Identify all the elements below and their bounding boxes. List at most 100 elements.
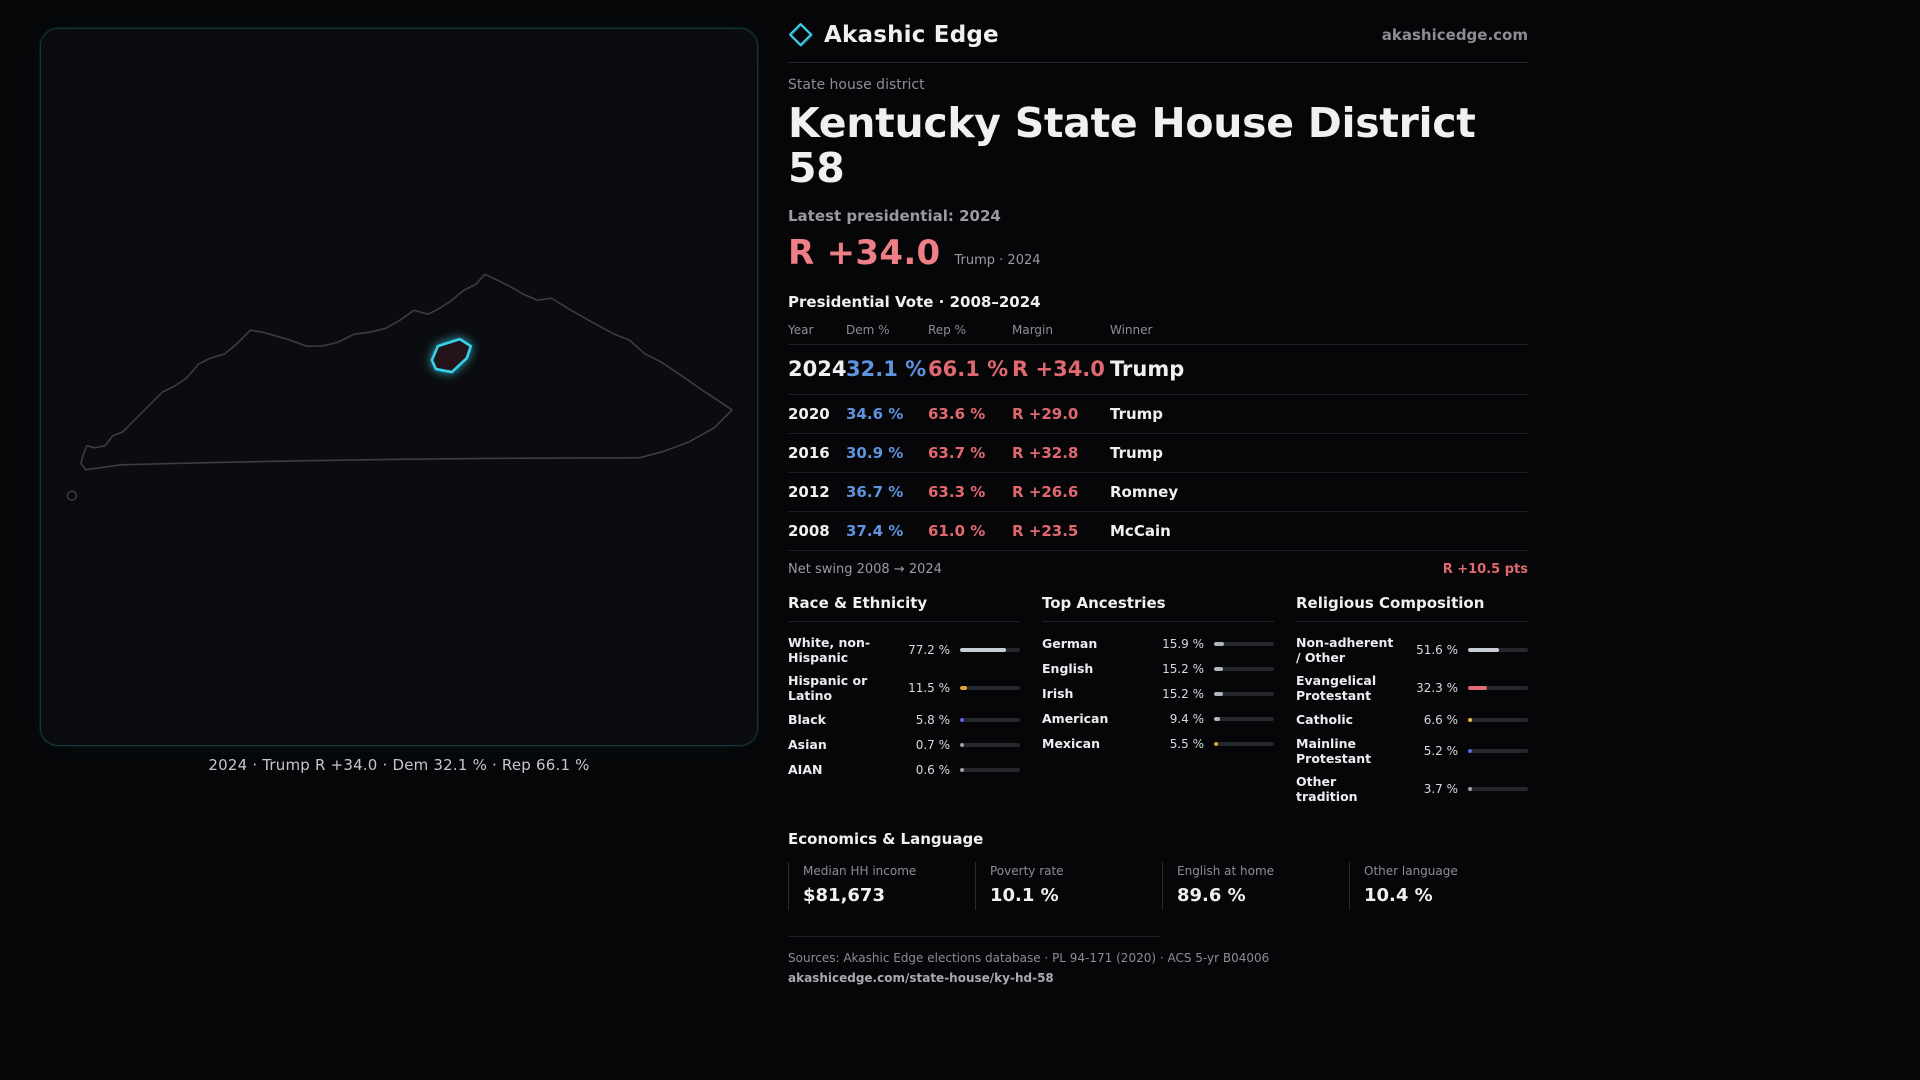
demo-label: American [1042, 711, 1109, 727]
latest-presidential-label: Latest presidential: 2024 [788, 207, 1001, 226]
stat-poverty-rate: Poverty rate 10.1 % [975, 862, 1154, 911]
sources-text: Sources: Akashic Edge elections database… [788, 951, 1270, 966]
dem-cell: 32.1 % [846, 357, 927, 382]
race-ethnicity-column: Race & Ethnicity White, non-Hispanic 77.… [788, 594, 1020, 808]
net-swing-row: Net swing 2008 → 2024 R +10.5 pts [788, 551, 1528, 590]
stat-value: $81,673 [803, 885, 885, 907]
dem-cell: 36.7 % [846, 483, 904, 502]
demo-bar [1214, 691, 1274, 696]
col-rep-pct: Rep % [928, 323, 967, 338]
net-swing-label: Net swing 2008 → 2024 [788, 562, 942, 578]
demo-label: Black [788, 712, 826, 728]
demo-value: 3.7 % [1423, 782, 1458, 797]
economics-title: Economics & Language [788, 830, 984, 849]
demo-value: 5.2 % [1423, 744, 1458, 759]
demo-value: 5.8 % [915, 712, 950, 727]
table-row-2012: 2012 36.7 % 63.3 % R +26.6 Romney [788, 473, 1528, 513]
demo-label: Irish [1042, 686, 1074, 702]
demo-bar [960, 767, 1020, 772]
demo-label: Asian [788, 737, 827, 753]
stat-value: 89.6 % [1177, 885, 1246, 907]
vote-table-title: Presidential Vote · 2008–2024 [788, 293, 1041, 312]
year-cell: 2012 [788, 483, 830, 502]
demo-bar [1214, 716, 1274, 721]
demo-value: 11.5 % [908, 681, 950, 696]
demo-label: Catholic [1296, 712, 1354, 728]
demo-label: Hispanic or Latino [788, 673, 868, 704]
demo-value: 0.6 % [915, 762, 950, 777]
demo-bar [1214, 641, 1274, 646]
col-dem-pct: Dem % [846, 323, 890, 338]
demo-bar [1468, 749, 1528, 754]
dem-cell: 34.6 % [846, 405, 904, 424]
demo-label: German [1042, 636, 1098, 652]
demographic-row: Mexican 5.5 % [1042, 731, 1274, 756]
demo-value: 77.2 % [908, 643, 950, 658]
year-cell: 2016 [788, 444, 830, 463]
presidential-vote-table: Year Dem % Rep % Margin Winner 2024 32.1… [788, 315, 1528, 552]
stat-english-at-home: English at home 89.6 % [1162, 862, 1341, 911]
demo-label: Mexican [1042, 736, 1101, 752]
demo-label: English [1042, 661, 1094, 677]
rep-cell: 63.6 % [928, 405, 986, 424]
kentucky-outline [80, 273, 733, 471]
demographic-row: Asian 0.7 % [788, 732, 1020, 757]
demo-value: 15.2 % [1162, 686, 1204, 701]
demo-bar [960, 648, 1020, 653]
district-map-panel[interactable] [40, 28, 758, 746]
rep-cell: 63.7 % [928, 444, 986, 463]
vote-table-header-row: Year Dem % Rep % Margin Winner [788, 315, 1528, 346]
brand-name: Akashic Edge [824, 22, 999, 48]
table-row-2016: 2016 30.9 % 63.7 % R +32.8 Trump [788, 434, 1528, 474]
race-title: Race & Ethnicity [788, 594, 1020, 623]
demo-bar [960, 742, 1020, 747]
brand-site-link[interactable]: akashicedge.com [1381, 26, 1528, 44]
margin-cell: R +26.6 [1012, 483, 1079, 502]
demo-label: Mainline Protestant [1296, 736, 1372, 767]
stat-other-language: Other language 10.4 % [1349, 862, 1528, 911]
net-swing-value: R +10.5 pts [1442, 562, 1528, 578]
stat-value: 10.1 % [990, 885, 1059, 907]
year-cell: 2020 [788, 405, 830, 424]
brand-header: Akashic Edge akashicedge.com [788, 22, 1528, 63]
top-ancestries-column: Top Ancestries German 15.9 % English 15.… [1042, 594, 1274, 808]
page-title: Kentucky State House District 58 [788, 99, 1476, 193]
map-caption: 2024 · Trump R +34.0 · Dem 32.1 % · Rep … [208, 756, 590, 774]
district-58-highlight[interactable] [430, 337, 473, 374]
footer-url-link[interactable]: akashicedge.com/state-house/ky-hd-58 [788, 971, 1054, 986]
winner-cell: Trump [1110, 405, 1164, 424]
stat-label: Poverty rate [990, 864, 1064, 879]
demographic-row: Catholic 6.6 % [1296, 707, 1528, 732]
headline-margin-block: R +34.0 Trump · 2024 [788, 233, 1528, 273]
table-row-2024: 2024 32.1 % 66.1 % R +34.0 Trump [788, 345, 1528, 396]
dem-cell: 37.4 % [846, 522, 904, 541]
margin-cell: R +32.8 [1012, 444, 1079, 463]
table-row-2008: 2008 37.4 % 61.0 % R +23.5 McCain [788, 512, 1528, 552]
kentucky-map [66, 273, 733, 501]
brand-diamond-icon [789, 23, 813, 47]
demo-bar [960, 686, 1020, 691]
demo-bar [1468, 787, 1528, 792]
stat-value: 10.4 % [1364, 885, 1433, 907]
demographic-row: Irish 15.2 % [1042, 681, 1274, 706]
year-cell: 2008 [788, 522, 830, 541]
demo-label: Non-adherent / Other [1296, 635, 1394, 666]
demo-value: 5.5 % [1169, 736, 1204, 751]
demographic-row: Non-adherent / Other 51.6 % [1296, 631, 1528, 669]
ancestry-title: Top Ancestries [1042, 594, 1274, 623]
district-type-kicker: State house district [788, 77, 925, 93]
demographic-row: American 9.4 % [1042, 706, 1274, 731]
demo-label: Evangelical Protestant [1296, 673, 1377, 704]
demo-bar [960, 717, 1020, 722]
demo-value: 6.6 % [1423, 712, 1458, 727]
year-cell: 2024 [788, 357, 847, 382]
economics-stats: Median HH income $81,673 Poverty rate 10… [788, 862, 1528, 911]
demo-label: AIAN [788, 762, 823, 778]
demographic-row: AIAN 0.6 % [788, 757, 1020, 782]
table-row-2020: 2020 34.6 % 63.6 % R +29.0 Trump [788, 395, 1528, 435]
stat-label: English at home [1177, 864, 1275, 879]
winner-cell: Trump [1110, 357, 1185, 382]
col-margin: Margin [1012, 323, 1053, 338]
stat-median-income: Median HH income $81,673 [788, 862, 967, 911]
winner-cell: Romney [1110, 483, 1179, 502]
